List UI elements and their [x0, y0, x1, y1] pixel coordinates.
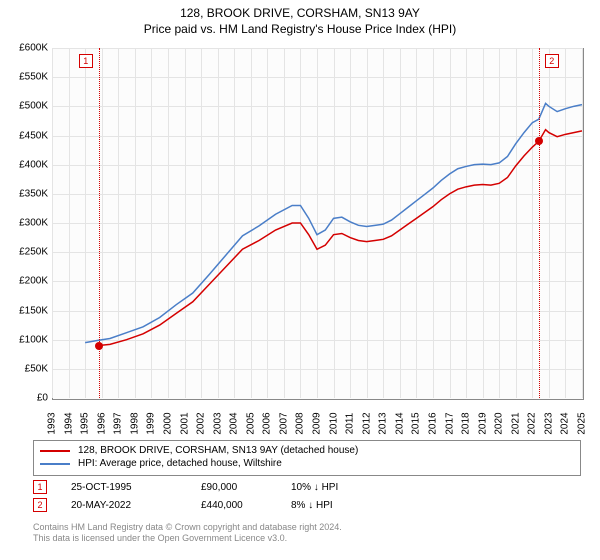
- x-axis-label: 2021: [510, 412, 521, 434]
- x-axis-label: 2013: [378, 412, 389, 434]
- title-subtitle: Price paid vs. HM Land Registry's House …: [0, 22, 600, 36]
- y-axis-label: £600K: [19, 43, 48, 54]
- marker-line-2: [539, 48, 540, 398]
- footnote-line1: Contains HM Land Registry data © Crown c…: [33, 522, 342, 533]
- event-price: £440,000: [201, 500, 291, 511]
- x-axis-label: 1998: [129, 412, 140, 434]
- x-axis-label: 2010: [328, 412, 339, 434]
- x-axis-label: 2020: [494, 412, 505, 434]
- x-axis-label: 2023: [543, 412, 554, 434]
- x-axis-label: 2003: [212, 412, 223, 434]
- x-axis-label: 2012: [361, 412, 372, 434]
- x-axis-label: 1993: [47, 412, 58, 434]
- marker-box-1: 1: [79, 54, 93, 68]
- event-row: 2 20-MAY-2022£440,0008% ↓ HPI: [33, 498, 338, 512]
- event-diff: 10% ↓ HPI: [291, 482, 338, 493]
- y-axis-label: £0: [37, 393, 48, 404]
- chart-lines: [52, 48, 582, 398]
- x-axis-label: 2009: [312, 412, 323, 434]
- x-axis-label: 2005: [245, 412, 256, 434]
- title-block: 128, BROOK DRIVE, CORSHAM, SN13 9AY Pric…: [0, 0, 600, 36]
- x-axis-label: 1994: [63, 412, 74, 434]
- event-badge: 1: [33, 480, 47, 494]
- event-price: £90,000: [201, 482, 291, 493]
- y-axis-label: £400K: [19, 159, 48, 170]
- y-axis-label: £50K: [25, 363, 48, 374]
- y-axis-label: £350K: [19, 188, 48, 199]
- event-date: 25-OCT-1995: [71, 482, 201, 493]
- event-date: 20-MAY-2022: [71, 500, 201, 511]
- x-axis-label: 2015: [411, 412, 422, 434]
- x-axis-label: 2007: [278, 412, 289, 434]
- x-axis-label: 2006: [262, 412, 273, 434]
- x-axis-label: 1997: [113, 412, 124, 434]
- x-axis-label: 2008: [295, 412, 306, 434]
- chart-container: 128, BROOK DRIVE, CORSHAM, SN13 9AY Pric…: [0, 0, 600, 560]
- marker-box-2: 2: [545, 54, 559, 68]
- footnote-line2: This data is licensed under the Open Gov…: [33, 533, 342, 544]
- x-axis-label: 2002: [196, 412, 207, 434]
- x-axis-label: 2014: [394, 412, 405, 434]
- event-diff: 8% ↓ HPI: [291, 500, 333, 511]
- x-axis-label: 2022: [527, 412, 538, 434]
- marker-dot-1: [95, 342, 103, 350]
- x-axis-label: 2025: [577, 412, 588, 434]
- series-line-price_paid: [99, 130, 582, 346]
- chart-area: 12 £0£50K£100K£150K£200K£250K£300K£350K£…: [52, 48, 582, 398]
- legend-text: HPI: Average price, detached house, Wilt…: [78, 458, 282, 469]
- y-axis-label: £500K: [19, 101, 48, 112]
- x-axis-label: 2019: [477, 412, 488, 434]
- marker-dot-2: [535, 137, 543, 145]
- x-axis-label: 2001: [179, 412, 190, 434]
- legend-text: 128, BROOK DRIVE, CORSHAM, SN13 9AY (det…: [78, 445, 358, 456]
- x-axis-label: 2000: [162, 412, 173, 434]
- series-line-hpi: [85, 103, 582, 342]
- legend-swatch: [40, 463, 70, 465]
- x-axis-label: 1999: [146, 412, 157, 434]
- gridline-vertical: [582, 48, 583, 398]
- x-axis-label: 2004: [229, 412, 240, 434]
- events-block: 1 25-OCT-1995£90,00010% ↓ HPI 2 20-MAY-2022…: [33, 480, 338, 516]
- x-axis-label: 2016: [427, 412, 438, 434]
- legend-box: 128, BROOK DRIVE, CORSHAM, SN13 9AY (det…: [33, 440, 581, 476]
- title-address: 128, BROOK DRIVE, CORSHAM, SN13 9AY: [0, 6, 600, 20]
- y-axis-label: £100K: [19, 334, 48, 345]
- x-axis-label: 2017: [444, 412, 455, 434]
- y-axis-label: £250K: [19, 247, 48, 258]
- y-axis-label: £300K: [19, 218, 48, 229]
- x-axis-label: 1995: [80, 412, 91, 434]
- event-row: 1 25-OCT-1995£90,00010% ↓ HPI: [33, 480, 338, 494]
- y-axis-label: £450K: [19, 130, 48, 141]
- event-badge: 2: [33, 498, 47, 512]
- y-axis-label: £200K: [19, 276, 48, 287]
- y-axis-label: £150K: [19, 305, 48, 316]
- x-axis-label: 1996: [96, 412, 107, 434]
- legend-row: 128, BROOK DRIVE, CORSHAM, SN13 9AY (det…: [40, 445, 574, 456]
- footnote: Contains HM Land Registry data © Crown c…: [33, 522, 342, 545]
- legend-swatch: [40, 450, 70, 452]
- legend-row: HPI: Average price, detached house, Wilt…: [40, 458, 574, 469]
- x-axis-label: 2011: [345, 413, 356, 435]
- y-axis-label: £550K: [19, 72, 48, 83]
- x-axis-label: 2024: [560, 412, 571, 434]
- x-axis-label: 2018: [461, 412, 472, 434]
